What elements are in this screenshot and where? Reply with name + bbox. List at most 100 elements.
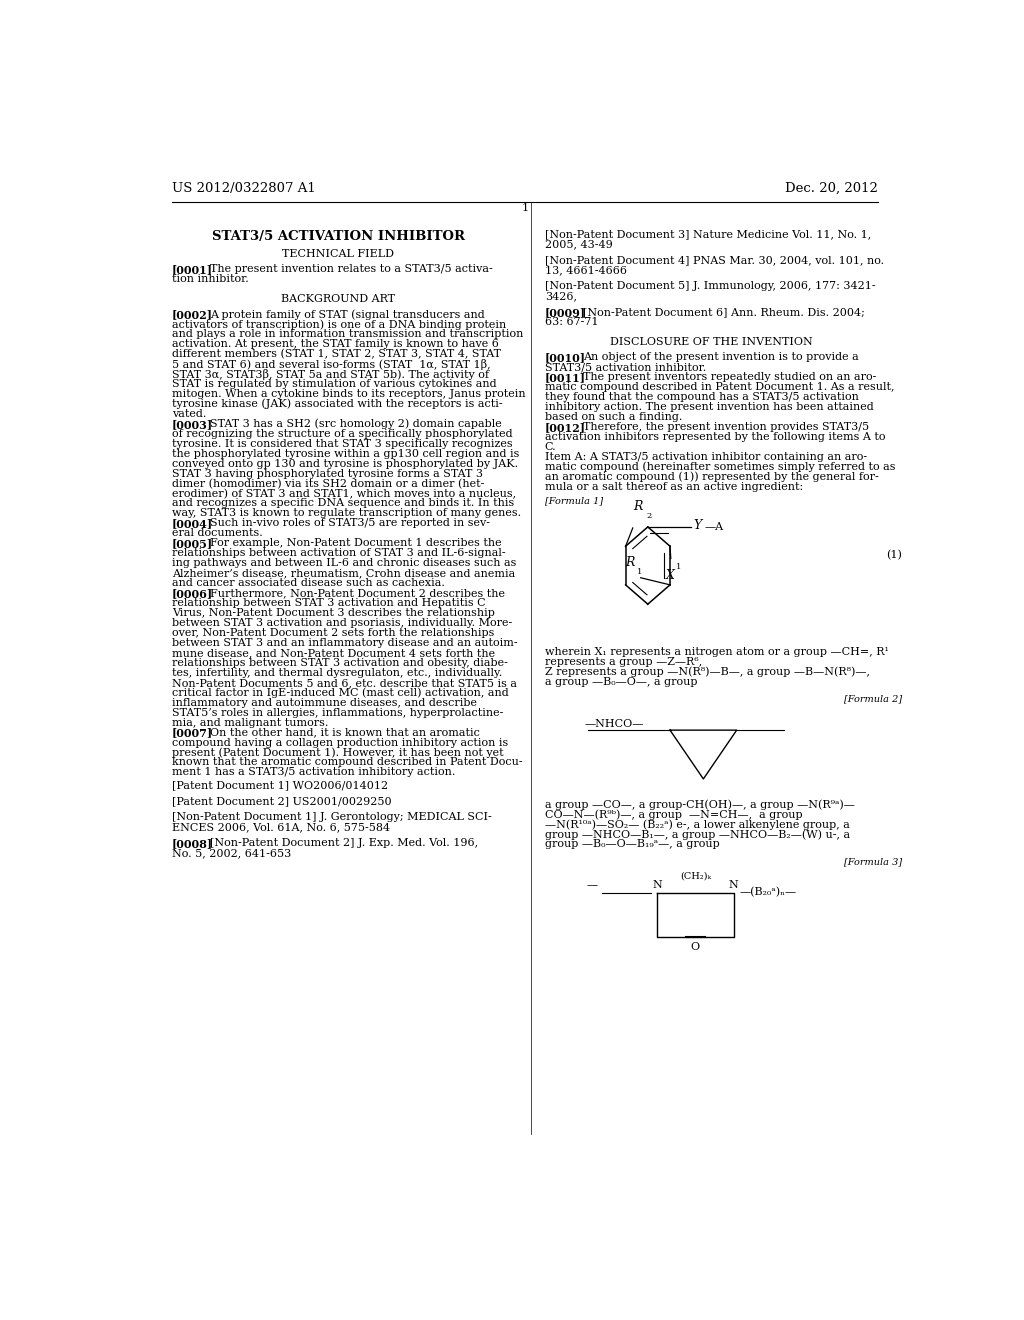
Text: 13, 4661-4666: 13, 4661-4666 <box>545 265 627 276</box>
Text: an aromatic compound (1)) represented by the general for-: an aromatic compound (1)) represented by… <box>545 471 879 482</box>
Text: [Patent Document 1] WO2006/014012: [Patent Document 1] WO2006/014012 <box>172 780 388 791</box>
Text: activation. At present, the STAT family is known to have 6: activation. At present, the STAT family … <box>172 339 499 348</box>
Text: N: N <box>729 880 738 891</box>
Text: represents a group —Z—R⁶,: represents a group —Z—R⁶, <box>545 657 701 667</box>
Text: STAT 3α, STAT3β, STAT 5a and STAT 5b). The activity of: STAT 3α, STAT3β, STAT 5a and STAT 5b). T… <box>172 370 488 380</box>
Text: and plays a role in information transmission and transcription: and plays a role in information transmis… <box>172 329 523 339</box>
Text: of recognizing the structure of a specifically phosphorylated: of recognizing the structure of a specif… <box>172 429 512 438</box>
Text: [0006]: [0006] <box>172 589 213 599</box>
Text: (CH₂)ₖ: (CH₂)ₖ <box>680 871 711 880</box>
Text: [0011]: [0011] <box>545 372 586 383</box>
Text: activation inhibitors represented by the following items A to: activation inhibitors represented by the… <box>545 432 885 442</box>
Text: [0008]: [0008] <box>172 838 213 849</box>
Text: [Patent Document 2] US2001/0029250: [Patent Document 2] US2001/0029250 <box>172 796 391 807</box>
Text: ing pathways and between IL-6 and chronic diseases such as: ing pathways and between IL-6 and chroni… <box>172 558 516 568</box>
Text: [Non-Patent Document 6] Ann. Rheum. Dis. 2004;: [Non-Patent Document 6] Ann. Rheum. Dis.… <box>583 308 864 317</box>
Text: CO—N—(R⁹ᵇ)—, a group  —N=CH—,  a group: CO—N—(R⁹ᵇ)—, a group —N=CH—, a group <box>545 809 802 820</box>
Text: Y: Y <box>694 519 702 532</box>
Text: a group —CO—, a group-CH(OH)—, a group —N(R⁹ᵃ)—: a group —CO—, a group-CH(OH)—, a group —… <box>545 800 854 810</box>
Text: STAT 3 having phosphorylated tyrosine forms a STAT 3: STAT 3 having phosphorylated tyrosine fo… <box>172 469 482 479</box>
Text: a group —B₀—O—, a group: a group —B₀—O—, a group <box>545 677 697 686</box>
Text: —NHCO—: —NHCO— <box>585 719 644 729</box>
Text: mia, and malignant tumors.: mia, and malignant tumors. <box>172 718 328 727</box>
Text: mitogen. When a cytokine binds to its receptors, Janus protein: mitogen. When a cytokine binds to its re… <box>172 389 525 399</box>
Text: and cancer associated disease such as cachexia.: and cancer associated disease such as ca… <box>172 578 444 589</box>
Text: erodimer) of STAT 3 and STAT1, which moves into a nucleus,: erodimer) of STAT 3 and STAT1, which mov… <box>172 488 516 499</box>
Text: O: O <box>691 942 700 952</box>
Text: they found that the compound has a STAT3/5 activation: they found that the compound has a STAT3… <box>545 392 858 401</box>
Text: Such in-vivo roles of STAT3/5 are reported in sev-: Such in-vivo roles of STAT3/5 are report… <box>210 519 489 528</box>
Text: [Non-Patent Document 1] J. Gerontology; MEDICAL SCI-: [Non-Patent Document 1] J. Gerontology; … <box>172 812 492 822</box>
Text: —A: —A <box>705 521 724 532</box>
Text: STAT3/5 activation inhibitor.: STAT3/5 activation inhibitor. <box>545 362 706 372</box>
Text: [0004]: [0004] <box>172 519 213 529</box>
Text: No. 5, 2002, 641-653: No. 5, 2002, 641-653 <box>172 849 291 858</box>
Text: vated.: vated. <box>172 409 206 418</box>
Text: For example, Non-Patent Document 1 describes the: For example, Non-Patent Document 1 descr… <box>210 539 502 548</box>
Text: ENCES 2006, Vol. 61A, No. 6, 575-584: ENCES 2006, Vol. 61A, No. 6, 575-584 <box>172 822 390 832</box>
Text: dimer (homodimer) via its SH2 domain or a dimer (het-: dimer (homodimer) via its SH2 domain or … <box>172 479 484 488</box>
Text: Therefore, the present invention provides STAT3/5: Therefore, the present invention provide… <box>583 422 868 432</box>
Text: 63: 67-71: 63: 67-71 <box>545 317 598 327</box>
Text: [0002]: [0002] <box>172 309 213 321</box>
Text: and recognizes a specific DNA sequence and binds it. In this: and recognizes a specific DNA sequence a… <box>172 499 514 508</box>
Text: R: R <box>634 500 643 512</box>
Text: eral documents.: eral documents. <box>172 528 262 539</box>
Text: STAT is regulated by stimulation of various cytokines and: STAT is regulated by stimulation of vari… <box>172 379 497 389</box>
Text: A protein family of STAT (signal transducers and: A protein family of STAT (signal transdu… <box>210 309 484 319</box>
Text: On the other hand, it is known that an aromatic: On the other hand, it is known that an a… <box>210 727 479 738</box>
Text: based on such a finding.: based on such a finding. <box>545 412 682 422</box>
Text: DISCLOSURE OF THE INVENTION: DISCLOSURE OF THE INVENTION <box>610 337 813 347</box>
Text: 2005, 43-49: 2005, 43-49 <box>545 239 612 249</box>
Text: [0003]: [0003] <box>172 418 213 430</box>
Text: Virus, Non-Patent Document 3 describes the relationship: Virus, Non-Patent Document 3 describes t… <box>172 609 495 618</box>
Text: way, STAT3 is known to regulate transcription of many genes.: way, STAT3 is known to regulate transcri… <box>172 508 521 519</box>
Text: mula or a salt thereof as an active ingredient:: mula or a salt thereof as an active ingr… <box>545 482 803 491</box>
Text: STAT5’s roles in allergies, inflammations, hyperprolactine-: STAT5’s roles in allergies, inflammation… <box>172 708 503 718</box>
Text: known that the aromatic compound described in Patent Docu-: known that the aromatic compound describ… <box>172 758 522 767</box>
Text: mune disease, and Non-Patent Document 4 sets forth the: mune disease, and Non-Patent Document 4 … <box>172 648 495 657</box>
Text: STAT 3 has a SH2 (src homology 2) domain capable: STAT 3 has a SH2 (src homology 2) domain… <box>210 418 502 429</box>
Text: BACKGROUND ART: BACKGROUND ART <box>282 294 395 305</box>
Text: Non-Patent Documents 5 and 6, etc. describe that STAT5 is a: Non-Patent Documents 5 and 6, etc. descr… <box>172 677 517 688</box>
Text: Dec. 20, 2012: Dec. 20, 2012 <box>785 182 878 195</box>
Text: critical factor in IgE-induced MC (mast cell) activation, and: critical factor in IgE-induced MC (mast … <box>172 688 508 698</box>
Text: N: N <box>652 880 663 891</box>
Text: The present inventors repeatedly studied on an aro-: The present inventors repeatedly studied… <box>583 372 877 381</box>
Text: —(B₂₀ᵃ)ₙ—: —(B₂₀ᵃ)ₙ— <box>740 887 797 898</box>
Text: Z represents a group —N(R⁸)—B—, a group —B—N(R⁸)—,: Z represents a group —N(R⁸)—B—, a group … <box>545 667 869 677</box>
Text: An object of the present invention is to provide a: An object of the present invention is to… <box>583 352 858 362</box>
Text: matic compound described in Patent Document 1. As a result,: matic compound described in Patent Docum… <box>545 381 894 392</box>
Text: conveyed onto gp 130 and tyrosine is phosphorylated by JAK.: conveyed onto gp 130 and tyrosine is pho… <box>172 458 518 469</box>
Text: present (Patent Document 1). However, it has been not yet: present (Patent Document 1). However, it… <box>172 747 503 758</box>
Text: The present invention relates to a STAT3/5 activa-: The present invention relates to a STAT3… <box>210 264 493 275</box>
Text: wherein X₁ represents a nitrogen atom or a group —CH=, R¹: wherein X₁ represents a nitrogen atom or… <box>545 647 889 657</box>
Text: R: R <box>625 556 634 569</box>
Text: different members (STAT 1, STAT 2, STAT 3, STAT 4, STAT: different members (STAT 1, STAT 2, STAT … <box>172 348 501 359</box>
Text: STAT3/5 ACTIVATION INHIBITOR: STAT3/5 ACTIVATION INHIBITOR <box>212 230 465 243</box>
Text: [0005]: [0005] <box>172 539 213 549</box>
Text: —N(R¹⁰ᵃ)—SO₂— (B₂₂ᵃ) e-, a lower alkenylene group, a: —N(R¹⁰ᵃ)—SO₂— (B₂₂ᵃ) e-, a lower alkenyl… <box>545 820 850 830</box>
Text: [0007]: [0007] <box>172 727 213 739</box>
Text: tes, infertility, and thermal dysregulaton, etc., individually.: tes, infertility, and thermal dysregulat… <box>172 668 502 677</box>
Text: —: — <box>587 880 598 891</box>
Text: Item A: A STAT3/5 activation inhibitor containing an aro-: Item A: A STAT3/5 activation inhibitor c… <box>545 451 866 462</box>
Text: Alzheimer’s disease, rheumatism, Crohn disease and anemia: Alzheimer’s disease, rheumatism, Crohn d… <box>172 568 515 578</box>
Text: tion inhibitor.: tion inhibitor. <box>172 275 249 284</box>
Text: relationships between STAT 3 activation and obesity, diabe-: relationships between STAT 3 activation … <box>172 657 508 668</box>
Text: tyrosine. It is considered that STAT 3 specifically recognizes: tyrosine. It is considered that STAT 3 s… <box>172 438 512 449</box>
Text: group —B₀—O—B₁₉ᵃ—, a group: group —B₀—O—B₁₉ᵃ—, a group <box>545 840 720 849</box>
Text: compound having a collagen production inhibitory action is: compound having a collagen production in… <box>172 738 508 747</box>
Text: group —NHCO—B₁—, a group —NHCO—B₂—(W) u-, a: group —NHCO—B₁—, a group —NHCO—B₂—(W) u-… <box>545 829 850 840</box>
Text: [Non-Patent Document 3] Nature Medicine Vol. 11, No. 1,: [Non-Patent Document 3] Nature Medicine … <box>545 230 870 239</box>
Text: ment 1 has a STAT3/5 activation inhibitory action.: ment 1 has a STAT3/5 activation inhibito… <box>172 767 455 777</box>
Text: [0009]: [0009] <box>545 308 586 318</box>
Text: activators of transcription) is one of a DNA binding protein: activators of transcription) is one of a… <box>172 319 506 330</box>
Text: [0001]: [0001] <box>172 264 213 276</box>
Text: between STAT 3 and an inflammatory disease and an autoim-: between STAT 3 and an inflammatory disea… <box>172 638 517 648</box>
Text: [Non-Patent Document 4] PNAS Mar. 30, 2004, vol. 101, no.: [Non-Patent Document 4] PNAS Mar. 30, 20… <box>545 256 884 265</box>
Text: relationship between STAT 3 activation and Hepatitis C: relationship between STAT 3 activation a… <box>172 598 485 609</box>
Text: Furthermore, Non-Patent Document 2 describes the: Furthermore, Non-Patent Document 2 descr… <box>210 589 505 598</box>
Text: 1: 1 <box>638 568 643 576</box>
Text: C.: C. <box>545 442 556 451</box>
